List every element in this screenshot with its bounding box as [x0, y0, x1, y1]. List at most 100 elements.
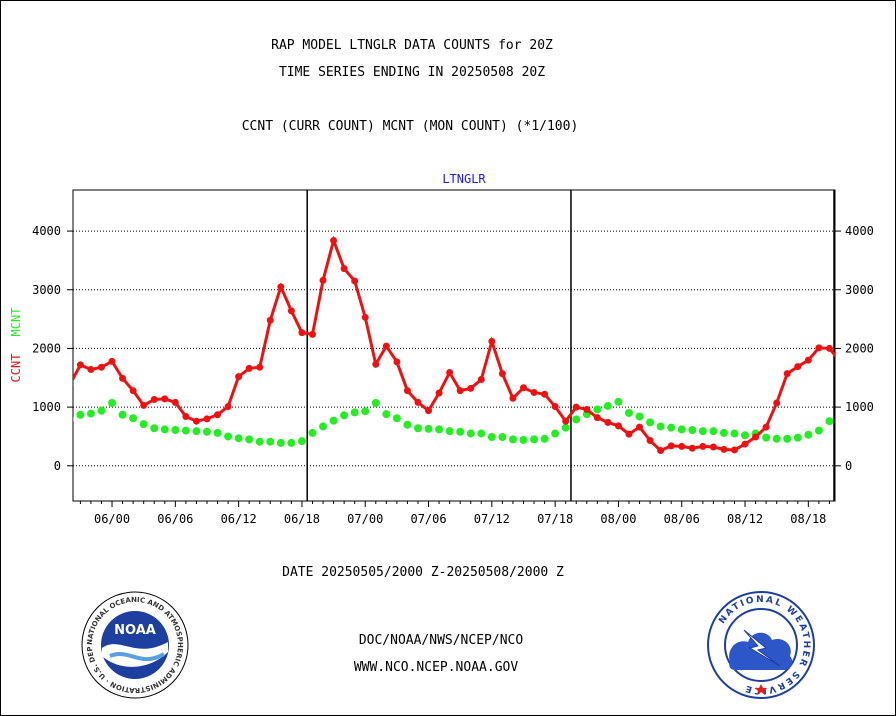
data-point-ccnt — [667, 442, 675, 450]
date-range-label: DATE 20250505/2000 Z-20250508/2000 Z — [282, 565, 564, 580]
data-point-mcnt — [456, 427, 465, 436]
y-tick-label-left: 4000 — [32, 224, 61, 238]
data-point-ccnt — [129, 387, 137, 395]
data-point-ccnt — [73, 383, 74, 387]
x-tick-label: 08/00 — [600, 512, 636, 526]
data-point-ccnt — [351, 277, 359, 285]
data-point-ccnt — [519, 384, 527, 392]
data-point-ccnt — [477, 376, 485, 384]
y-tick-label-right: 4000 — [845, 224, 874, 238]
data-point-mcnt — [445, 427, 454, 436]
y-tick-label-left: 0 — [54, 459, 61, 473]
data-point-ccnt — [636, 423, 644, 431]
data-point-mcnt — [202, 427, 211, 436]
data-point-ccnt — [256, 363, 264, 371]
data-point-mcnt — [340, 411, 349, 420]
y-tick-label-left: 2000 — [32, 341, 61, 355]
data-point-ccnt — [678, 442, 686, 450]
data-point-ccnt — [214, 411, 222, 419]
x-tick-label: 07/00 — [347, 512, 383, 526]
data-point-ccnt — [625, 430, 633, 438]
data-point-ccnt — [403, 387, 411, 395]
data-point-mcnt — [825, 417, 834, 426]
data-point-ccnt — [509, 394, 517, 402]
noaa-logo: NATIONAL OCEANIC AND ATMOSPHERIC ADMINIS… — [80, 590, 189, 699]
data-point-mcnt — [593, 405, 602, 414]
data-point-mcnt — [540, 434, 549, 443]
data-point-mcnt — [498, 433, 507, 442]
data-point-mcnt — [624, 408, 633, 417]
data-point-mcnt — [435, 425, 444, 434]
data-point-ccnt — [657, 447, 665, 455]
noaa-logo-text: NOAA — [114, 623, 156, 638]
data-point-mcnt — [413, 424, 422, 433]
plot-frame — [72, 189, 836, 502]
data-point-ccnt — [287, 307, 295, 315]
y-tick-label-right: 3000 — [845, 283, 874, 297]
data-point-ccnt — [308, 330, 316, 338]
data-point-ccnt — [467, 384, 475, 392]
data-point-mcnt — [667, 423, 676, 432]
data-point-mcnt — [276, 438, 285, 447]
data-point-ccnt — [425, 407, 433, 415]
x-tick-label: 07/06 — [410, 512, 446, 526]
x-tick-label: 07/12 — [474, 512, 510, 526]
y-tick-label-right: 1000 — [845, 400, 874, 414]
data-point-ccnt — [414, 398, 422, 406]
data-point-ccnt — [298, 329, 306, 337]
y-axis-label-mcnt: MCNT — [9, 308, 23, 337]
data-point-mcnt — [150, 424, 159, 433]
data-point-ccnt — [393, 358, 401, 366]
data-point-mcnt — [698, 427, 707, 436]
data-point-mcnt — [86, 409, 95, 418]
data-point-ccnt — [361, 313, 369, 321]
data-point-ccnt — [551, 403, 559, 411]
data-point-ccnt — [330, 236, 338, 244]
data-point-ccnt — [541, 390, 549, 398]
data-point-ccnt — [224, 403, 232, 411]
chart-title-line2: TIME SERIES ENDING IN 20250508 20Z — [278, 65, 546, 80]
data-point-mcnt — [181, 426, 190, 435]
y-tick-label-left: 3000 — [32, 283, 61, 297]
data-point-ccnt — [76, 361, 84, 369]
data-point-mcnt — [234, 434, 243, 443]
data-point-ccnt — [372, 360, 380, 368]
data-point-mcnt — [783, 434, 792, 443]
data-point-ccnt — [266, 316, 274, 324]
data-point-ccnt — [456, 387, 464, 395]
data-point-ccnt — [203, 415, 211, 423]
nws-logo: NATIONAL WEATHER SERVICE — [707, 591, 815, 699]
website-link[interactable]: WWW.NCO.NCEP.NOAA.GOV — [353, 660, 519, 675]
data-point-ccnt — [752, 433, 760, 441]
data-point-ccnt — [235, 373, 243, 381]
data-point-ccnt — [562, 417, 570, 425]
data-point-mcnt — [382, 410, 391, 419]
data-point-mcnt — [677, 425, 686, 434]
data-point-ccnt — [277, 283, 285, 291]
x-tick-label: 06/18 — [284, 512, 320, 526]
x-tick-label: 08/12 — [727, 512, 763, 526]
data-point-ccnt — [488, 337, 496, 345]
data-point-mcnt — [139, 420, 148, 429]
data-point-mcnt — [466, 429, 475, 438]
data-point-mcnt — [160, 425, 169, 434]
data-point-mcnt — [688, 425, 697, 434]
data-point-mcnt — [519, 435, 528, 444]
data-point-mcnt — [572, 415, 581, 424]
data-point-mcnt — [530, 435, 539, 444]
data-point-mcnt — [266, 437, 275, 446]
x-tick-label: 06/06 — [157, 512, 193, 526]
data-point-mcnt — [403, 420, 412, 429]
data-point-mcnt — [477, 429, 486, 438]
data-point-mcnt — [614, 397, 623, 406]
data-point-mcnt — [308, 428, 317, 437]
data-point-mcnt — [224, 432, 233, 441]
data-point-mcnt — [814, 426, 823, 435]
data-point-mcnt — [297, 437, 306, 446]
data-point-mcnt — [793, 433, 802, 442]
data-point-ccnt — [783, 370, 791, 378]
data-point-ccnt — [593, 414, 601, 422]
data-point-mcnt — [371, 399, 380, 408]
data-point-ccnt — [161, 395, 169, 403]
data-point-ccnt — [498, 370, 506, 378]
